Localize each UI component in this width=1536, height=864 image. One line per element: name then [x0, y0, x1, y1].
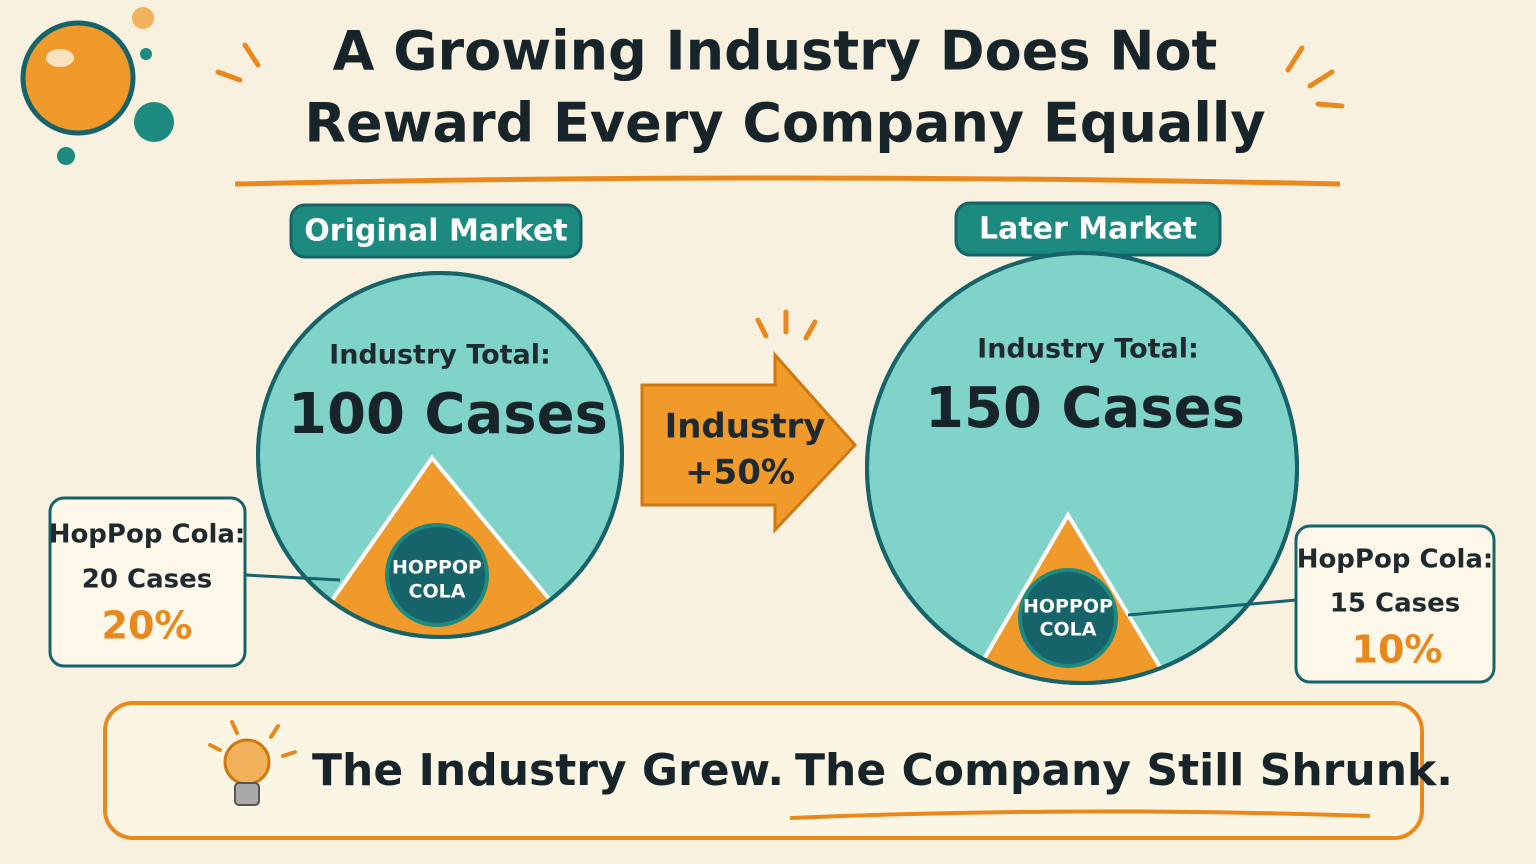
title-underline — [234, 175, 1341, 187]
arrow-text: Industry — [665, 407, 826, 447]
title-line: A Growing Industry Does Not — [333, 20, 1218, 83]
callout-cases: 15 Cases — [1330, 589, 1460, 619]
badge-label: Original Market — [304, 214, 567, 249]
callout-share: 20% — [102, 604, 193, 648]
callout-name: HopPop Cola: — [49, 520, 246, 550]
logo-text: COLA — [1040, 619, 1097, 641]
arrow — [640, 351, 858, 534]
pie-outline — [256, 271, 624, 639]
takeaway-text: The Company Still Shrunk. — [795, 745, 1453, 796]
takeaway-box — [103, 701, 1424, 840]
callout-share: 10% — [1352, 628, 1443, 672]
total: 100 Cases — [288, 382, 608, 447]
arrow-text: +50% — [685, 453, 795, 493]
total-label: Industry Total: — [329, 340, 551, 371]
title-line: Reward Every Company Equally — [304, 92, 1265, 155]
connector — [1127, 598, 1297, 617]
logo — [1018, 568, 1118, 668]
takeaway-text: The Industry Grew. — [312, 745, 784, 796]
total: 150 Cases — [925, 376, 1245, 441]
pie-outline — [865, 251, 1299, 685]
callout-name: HopPop Cola: — [1297, 545, 1494, 575]
logo-text: HOPPOP — [392, 557, 482, 579]
logo-text: HOPPOP — [1023, 596, 1113, 618]
bubbles — [20, 7, 174, 165]
sparks — [215, 42, 1345, 341]
callout — [1294, 524, 1496, 684]
callout-cases: 20 Cases — [82, 565, 212, 595]
callout — [48, 496, 247, 668]
takeaway-underline — [789, 809, 1371, 820]
total-label: Industry Total: — [977, 334, 1199, 365]
logo — [385, 523, 489, 627]
badge-label: Later Market — [979, 212, 1197, 247]
badge — [289, 203, 583, 259]
connector — [244, 573, 341, 582]
logo-text: COLA — [409, 581, 466, 603]
bulb — [208, 720, 297, 806]
